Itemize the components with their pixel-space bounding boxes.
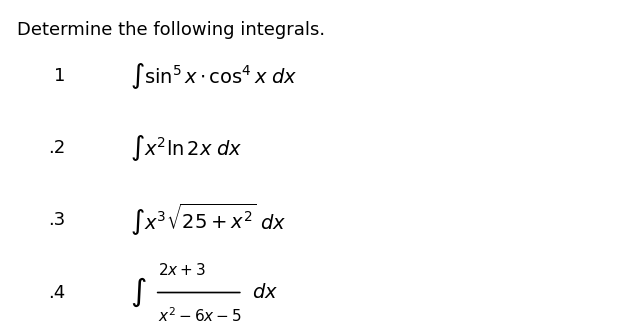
Text: $\int \sin^5 x\,{\cdot}\,\cos^4 x\; dx$: $\int \sin^5 x\,{\cdot}\,\cos^4 x\; dx$ (130, 61, 297, 91)
Text: $\int x^3\sqrt{25 + x^2}\; dx$: $\int x^3\sqrt{25 + x^2}\; dx$ (130, 202, 286, 239)
Text: $dx$: $dx$ (252, 283, 278, 302)
Text: .4: .4 (48, 284, 66, 301)
Text: Determine the following integrals.: Determine the following integrals. (17, 20, 325, 39)
Text: 1: 1 (55, 67, 66, 85)
Text: .3: .3 (48, 211, 66, 229)
Text: $x^2-6x-5$: $x^2-6x-5$ (158, 306, 242, 325)
Text: $\int x^2 \ln 2x\; dx$: $\int x^2 \ln 2x\; dx$ (130, 133, 242, 163)
Text: $2x+3$: $2x+3$ (158, 262, 206, 278)
Text: $\int$: $\int$ (130, 276, 146, 309)
Text: .2: .2 (48, 139, 66, 157)
